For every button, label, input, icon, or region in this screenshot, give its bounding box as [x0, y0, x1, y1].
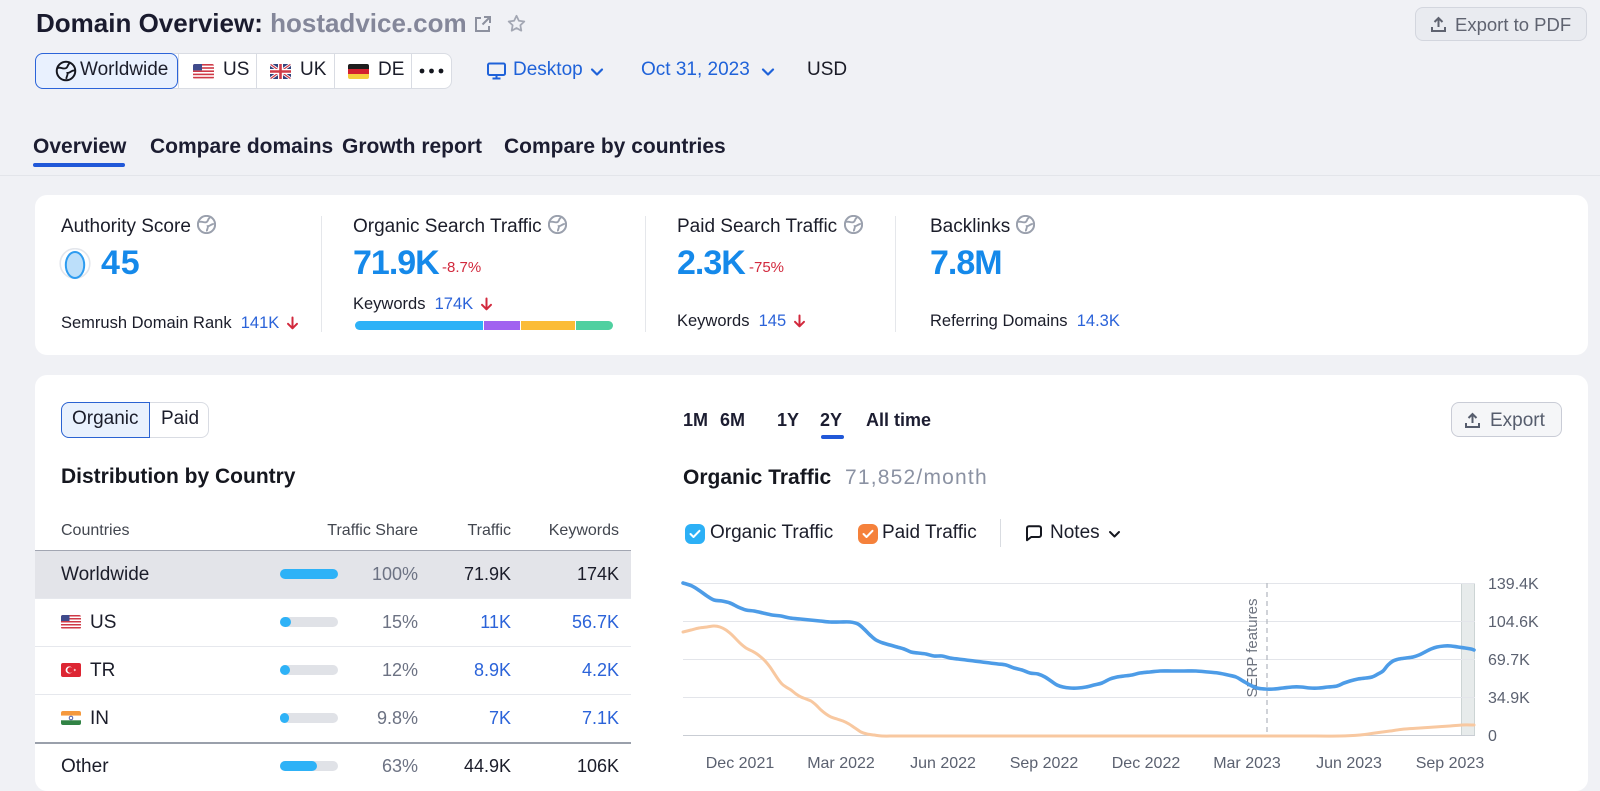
svg-text:Sep 2022: Sep 2022	[1010, 755, 1079, 772]
svg-text:69.7K: 69.7K	[1488, 652, 1530, 669]
svg-text:104.6K: 104.6K	[1488, 614, 1539, 631]
svg-text:Mar 2023: Mar 2023	[1213, 755, 1281, 772]
svg-text:SERP features: SERP features	[1244, 599, 1261, 698]
svg-text:Jun 2022: Jun 2022	[910, 755, 976, 772]
svg-text:Dec 2022: Dec 2022	[1112, 755, 1181, 772]
svg-text:Sep 2023: Sep 2023	[1416, 755, 1485, 772]
svg-text:Mar 2022: Mar 2022	[807, 755, 875, 772]
svg-text:34.9K: 34.9K	[1488, 690, 1530, 707]
svg-text:0: 0	[1488, 728, 1497, 745]
svg-text:Dec 2021: Dec 2021	[706, 755, 775, 772]
svg-text:Jun 2023: Jun 2023	[1316, 755, 1382, 772]
svg-text:139.4K: 139.4K	[1488, 576, 1539, 593]
